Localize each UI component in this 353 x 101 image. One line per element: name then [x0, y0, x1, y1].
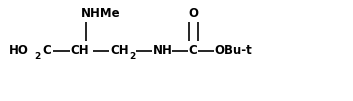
Text: C: C	[189, 44, 198, 57]
Text: CH: CH	[110, 44, 128, 57]
Text: NH: NH	[153, 44, 173, 57]
Text: C: C	[42, 44, 51, 57]
Text: OBu-t: OBu-t	[214, 44, 252, 57]
Text: O: O	[188, 7, 198, 20]
Text: 2: 2	[34, 52, 41, 61]
Text: CH: CH	[70, 44, 89, 57]
Text: 2: 2	[129, 52, 136, 61]
Text: NHMe: NHMe	[81, 7, 121, 20]
Text: HO: HO	[9, 44, 29, 57]
